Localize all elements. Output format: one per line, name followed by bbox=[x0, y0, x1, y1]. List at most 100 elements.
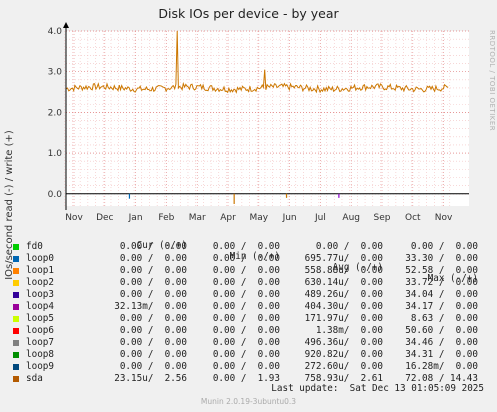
legend-cur: 0.00 / 0.00 bbox=[119, 289, 187, 300]
legend-table: Cur (-/+) Min (-/+) Avg (-/+) Max (-/+) … bbox=[10, 229, 490, 385]
legend-avg: 489.26u/ 0.00 bbox=[304, 289, 383, 300]
legend-max: 34.31 / 0.00 bbox=[405, 349, 478, 360]
legend-min: 0.00 / 0.00 bbox=[212, 253, 280, 264]
legend-row-loop5: loop5 0.00 / 0.00 0.00 / 0.00 171.97u/ 0.00… bbox=[10, 313, 490, 325]
legend-min: 0.00 / 0.00 bbox=[212, 289, 280, 300]
x-tick-label: Aug bbox=[342, 213, 360, 223]
legend-swatch bbox=[13, 304, 19, 310]
legend-cur: 23.15u/ 2.56 bbox=[114, 373, 187, 384]
legend-row-fd0: fd0 0.00 / 0.00 0.00 / 0.00 0.00 / 0.00 0.00… bbox=[10, 241, 490, 253]
x-tick-label: Apr bbox=[220, 213, 236, 223]
legend-row-loop4: loop4 32.13m/ 0.00 0.00 / 0.00 404.30u/ 0.0… bbox=[10, 301, 490, 313]
y-tick-label: 0.0 bbox=[48, 190, 63, 200]
header-max: Max (-/+) bbox=[427, 273, 478, 284]
x-tick-label: Jun bbox=[282, 213, 297, 223]
legend-min: 0.00 / 0.00 bbox=[212, 349, 280, 360]
legend-avg: 758.93u/ 2.61 bbox=[304, 373, 383, 384]
legend-row-loop3: loop3 0.00 / 0.00 0.00 / 0.00 489.26u/ 0.00… bbox=[10, 289, 490, 301]
y-tick-label: 4.0 bbox=[48, 27, 63, 37]
legend-cur: 0.00 / 0.00 bbox=[119, 277, 187, 288]
legend-swatch bbox=[13, 256, 19, 262]
legend-swatch bbox=[13, 340, 19, 346]
header-min: Min (-/+) bbox=[229, 251, 280, 262]
legend-name: loop6 bbox=[26, 325, 54, 336]
legend-row-loop8: loop8 0.00 / 0.00 0.00 / 0.00 920.82u/ 0.00… bbox=[10, 349, 490, 361]
x-tick-label: Oct bbox=[405, 213, 421, 223]
plot-area: 0.0 1.0 2.0 3.0 4.0 Nov Dec Jan Feb Mar Apr May Jun J… bbox=[48, 22, 469, 223]
legend-cur: 0.00 / 0.00 bbox=[119, 241, 187, 252]
legend-max: 8.63 / 0.00 bbox=[410, 313, 478, 324]
legend-max: 52.58 / 0.00 bbox=[405, 265, 478, 276]
y-tick-label: 2.0 bbox=[48, 108, 63, 118]
legend-min: 0.00 / 0.00 bbox=[212, 325, 280, 336]
legend-swatch bbox=[13, 376, 19, 382]
y-axis-arrow bbox=[63, 22, 69, 28]
legend-swatch bbox=[13, 364, 19, 370]
legend-max: 34.46 / 0.00 bbox=[405, 337, 478, 348]
legend-avg: 920.82u/ 0.00 bbox=[304, 349, 383, 360]
legend-name: loop4 bbox=[26, 301, 54, 312]
x-tick-label: Jan bbox=[128, 213, 143, 223]
legend-max: 50.60 / 0.00 bbox=[405, 325, 478, 336]
legend-cur: 0.00 / 0.00 bbox=[119, 337, 187, 348]
x-tick-label: Dec bbox=[96, 213, 113, 223]
legend-name: loop5 bbox=[26, 313, 54, 324]
legend-avg: 272.60u/ 0.00 bbox=[304, 361, 383, 372]
legend-row-loop6: loop6 0.00 / 0.00 0.00 / 0.00 1.38m/ 0.00 50… bbox=[10, 325, 490, 337]
legend-name: loop3 bbox=[26, 289, 54, 300]
legend-max: 34.17 / 0.00 bbox=[405, 301, 478, 312]
legend-swatch bbox=[13, 292, 19, 298]
legend-name: sda bbox=[26, 373, 43, 384]
legend-min: 0.00 / 0.00 bbox=[212, 313, 280, 324]
legend-max: 0.00 / 0.00 bbox=[410, 241, 478, 252]
legend-name: loop9 bbox=[26, 361, 54, 372]
legend-header: Cur (-/+) Min (-/+) Avg (-/+) Max (-/+) bbox=[10, 229, 490, 284]
munin-version: Munin 2.0.19-3ubuntu0.3 bbox=[200, 397, 297, 406]
x-tick-label: Feb bbox=[158, 213, 174, 223]
legend-max: 16.28m/ 0.00 bbox=[405, 361, 478, 372]
x-tick-label: Nov bbox=[435, 213, 453, 223]
legend-row-loop2: loop2 0.00 / 0.00 0.00 / 0.00 630.14u/ 0.00… bbox=[10, 277, 490, 289]
header-cur: Cur (-/+) bbox=[136, 240, 187, 251]
legend-avg: 171.97u/ 0.00 bbox=[304, 313, 383, 324]
legend-min: 0.00 / 1.93 bbox=[212, 373, 280, 384]
y-tick-label: 3.0 bbox=[48, 68, 63, 78]
legend-swatch bbox=[13, 352, 19, 358]
legend-avg: 630.14u/ 0.00 bbox=[304, 277, 383, 288]
x-tick-label: Mar bbox=[189, 213, 206, 223]
x-tick-label: Sep bbox=[374, 213, 391, 223]
legend-max: 33.30 / 0.00 bbox=[405, 253, 478, 264]
chart-title: Disk IOs per device - by year bbox=[158, 6, 339, 21]
legend-cur: 0.00 / 0.00 bbox=[119, 253, 187, 264]
legend-cur: 32.13m/ 0.00 bbox=[114, 301, 187, 312]
legend-name: loop1 bbox=[26, 265, 54, 276]
legend-max: 33.72 / 0.00 bbox=[405, 277, 478, 288]
legend-name: loop7 bbox=[26, 337, 54, 348]
legend-max: 72.08 / 14.43 bbox=[405, 373, 478, 384]
legend-avg: 1.38m/ 0.00 bbox=[315, 325, 383, 336]
legend-name: loop0 bbox=[26, 253, 54, 264]
legend-swatch bbox=[13, 244, 19, 250]
legend-min: 0.00 / 0.00 bbox=[212, 277, 280, 288]
legend-min: 0.00 / 0.00 bbox=[212, 241, 280, 252]
legend-min: 0.00 / 0.00 bbox=[212, 337, 280, 348]
x-tick-label: May bbox=[249, 213, 268, 223]
legend-cur: 0.00 / 0.00 bbox=[119, 265, 187, 276]
legend-min: 0.00 / 0.00 bbox=[212, 301, 280, 312]
legend-row-loop0: loop0 0.00 / 0.00 0.00 / 0.00 695.77u/ 0.00… bbox=[10, 253, 490, 265]
legend-name: fd0 bbox=[26, 241, 43, 252]
legend-rows: fd0 0.00 / 0.00 0.00 / 0.00 0.00 / 0.00 0.00… bbox=[10, 241, 490, 385]
header-avg: Avg (-/+) bbox=[332, 262, 383, 273]
series-line-sda-write bbox=[66, 30, 449, 94]
x-tick-label: Nov bbox=[65, 213, 83, 223]
legend-max: 34.04 / 0.00 bbox=[405, 289, 478, 300]
legend-avg: 558.88u/ 0.00 bbox=[304, 265, 383, 276]
legend-name: loop8 bbox=[26, 349, 54, 360]
legend-avg: 496.36u/ 0.00 bbox=[304, 337, 383, 348]
legend-cur: 0.00 / 0.00 bbox=[119, 325, 187, 336]
legend-row-loop1: loop1 0.00 / 0.00 0.00 / 0.00 558.88u/ 0.00… bbox=[10, 265, 490, 277]
x-tick-label: Jul bbox=[314, 213, 326, 223]
legend-cur: 0.00 / 0.00 bbox=[119, 361, 187, 372]
legend-avg: 0.00 / 0.00 bbox=[315, 241, 383, 252]
legend-name: loop2 bbox=[26, 277, 54, 288]
